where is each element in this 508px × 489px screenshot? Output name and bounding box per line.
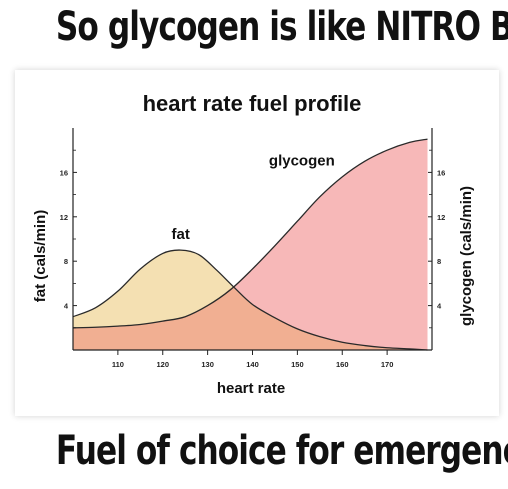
x-tick-label: 170	[381, 360, 394, 369]
left-tick-label: 16	[60, 168, 68, 177]
x-tick-label: 160	[336, 360, 349, 369]
x-tick-label: 120	[156, 360, 169, 369]
fat-curve	[72, 249, 428, 351]
left-tick-label: 12	[60, 213, 68, 222]
x-tick-label: 130	[201, 360, 214, 369]
right-tick-label: 16	[437, 168, 445, 177]
right-tick-label: 12	[437, 213, 445, 222]
left-tick-label: 4	[64, 302, 69, 311]
overlap-area	[73, 287, 428, 350]
chart-title: heart rate fuel profile	[143, 91, 362, 116]
chart-panel: heart rate fuel profile 110 120 130 140 150 1…	[15, 70, 499, 416]
right-tick-label: 4	[437, 302, 442, 311]
x-tick-label: 140	[246, 360, 259, 369]
glycogen-area	[73, 139, 428, 350]
fat-series-label: fat	[172, 226, 190, 243]
fuel-profile-chart: heart rate fuel profile 110 120 130 140 150 1…	[32, 91, 475, 397]
x-tick-label: 150	[291, 360, 304, 369]
top-caption: So glycogen is like NITRO BOOST–	[55, 4, 508, 50]
x-axis-label: heart rate	[217, 380, 285, 397]
glycogen-series-label: glycogen	[269, 153, 335, 170]
glycogen-curve	[72, 138, 428, 329]
ticks: 110 120 130 140 150 160 170 4 4 8 8 12 12 16 16	[60, 149, 445, 369]
right-tick-label: 8	[437, 257, 441, 266]
bottom-caption: Fuel of choice for emergency use.	[55, 428, 508, 474]
left-axis-label: fat (cals/min)	[32, 210, 49, 303]
x-tick-label: 110	[112, 360, 124, 369]
right-axis-label: glycogen (cals/min)	[458, 186, 475, 326]
left-tick-label: 8	[64, 257, 68, 266]
